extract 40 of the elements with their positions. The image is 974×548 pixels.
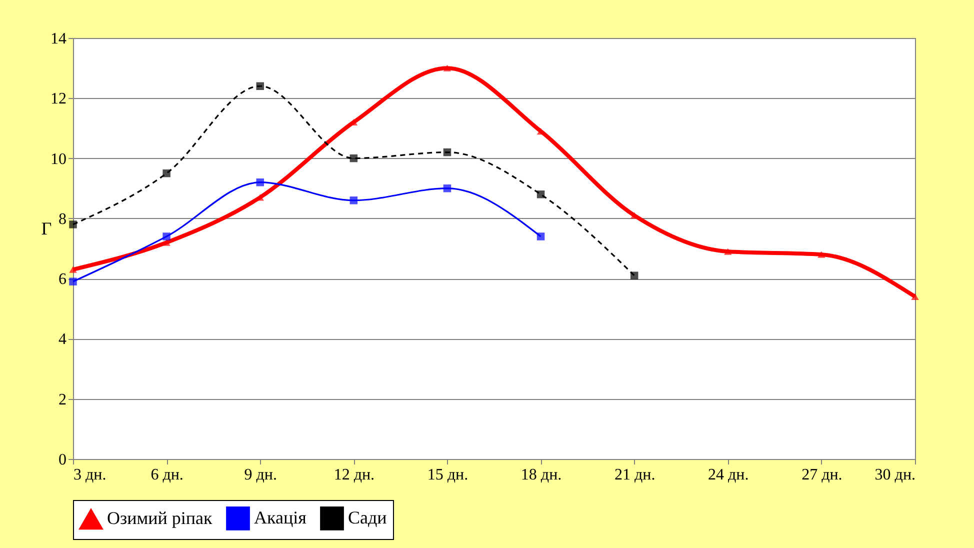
y-tick-label: 0 — [58, 452, 66, 468]
x-tick-label: 27 дн. — [802, 466, 842, 484]
y-tick-label: 14 — [50, 30, 66, 48]
point — [69, 220, 77, 228]
legend-label: Акація — [254, 507, 306, 528]
point — [350, 154, 358, 162]
point — [818, 251, 826, 258]
point — [162, 232, 170, 240]
x-tick-label: 18 дн. — [520, 466, 562, 484]
x-tick-label: 6 дн. — [150, 466, 184, 484]
x-tick-label: 15 дн. — [427, 466, 468, 484]
y-tick-label: 4 — [58, 331, 66, 348]
point — [256, 82, 264, 90]
point — [536, 232, 545, 240]
legend-label: Озимий ріпак — [107, 508, 213, 528]
y-axis-title: Г — [41, 218, 52, 238]
point — [536, 190, 545, 198]
point — [256, 178, 264, 186]
x-tick-label: 3 дн. — [74, 466, 106, 484]
point — [443, 64, 452, 72]
point — [911, 293, 919, 300]
point — [162, 239, 170, 246]
point — [443, 148, 452, 156]
x-tick-label: 12 дн. — [334, 466, 375, 484]
x-tick-label: 9 дн. — [244, 466, 277, 484]
legend-label: Сади — [348, 507, 388, 528]
point — [724, 248, 732, 255]
x-tick-label: 21 дн. — [614, 466, 656, 484]
y-tick-label: 2 — [58, 391, 66, 408]
x-tick-label: 30 дн. — [874, 466, 916, 484]
y-tick-label: 12 — [50, 90, 66, 108]
point — [162, 169, 170, 178]
y-tick-label: 10 — [50, 150, 66, 168]
x-tick-label: 24 дн. — [708, 466, 749, 484]
point — [630, 272, 638, 280]
point — [69, 266, 77, 273]
point — [350, 196, 358, 204]
point — [443, 184, 452, 192]
y-tick-label: 8 — [58, 210, 66, 228]
y-tick-label: 6 — [58, 271, 66, 288]
